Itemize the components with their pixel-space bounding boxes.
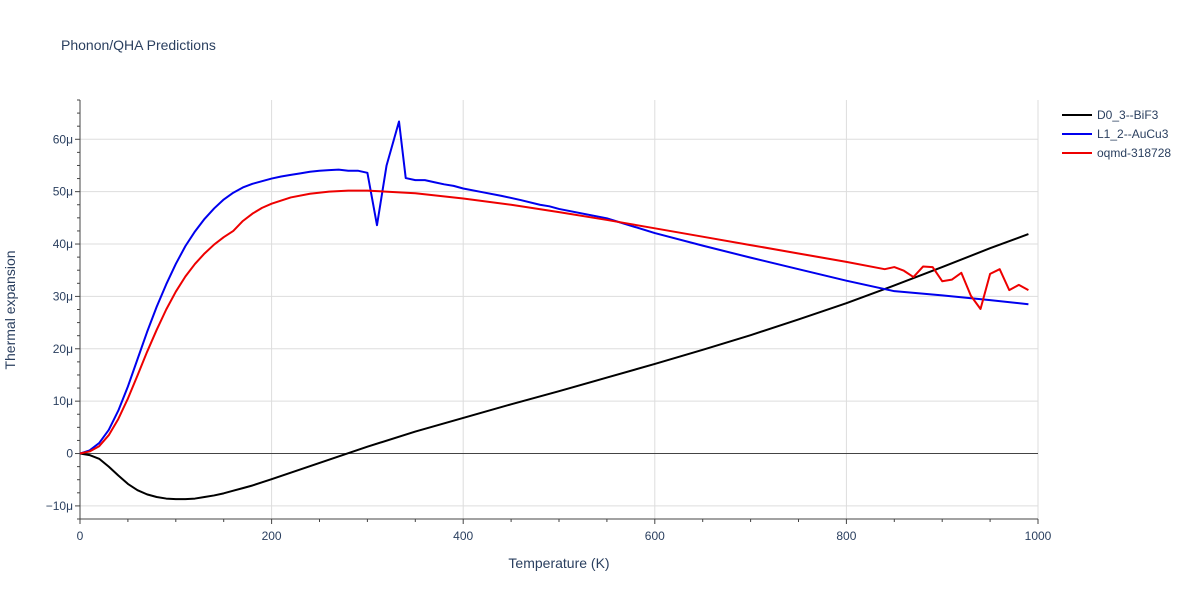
x-tick-label: 200	[262, 529, 282, 543]
x-tick-label: 1000	[1025, 529, 1052, 543]
legend-label-1: D0_3--BiF3	[1097, 108, 1159, 122]
y-axis-title: Thermal expansion	[2, 250, 18, 369]
legend: D0_3--BiF3 L1_2--AuCu3 oqmd-318728	[1062, 108, 1171, 160]
y-tick-label: 20μ	[53, 342, 73, 356]
series-line-2	[79, 120, 1029, 455]
grid	[80, 100, 1039, 519]
x-tick-label: 0	[77, 529, 84, 543]
y-tick-label: −10μ	[46, 499, 73, 513]
series-line-1	[79, 233, 1029, 501]
y-tick-label: 0	[66, 447, 73, 461]
series-lines	[79, 120, 1029, 501]
legend-label-2: L1_2--AuCu3	[1097, 127, 1169, 141]
y-tick-label: 50μ	[53, 185, 73, 199]
x-axis-title: Temperature (K)	[508, 555, 609, 571]
y-tick-label: 30μ	[53, 289, 73, 303]
y-tick-label: 60μ	[53, 132, 73, 146]
x-tick-label: 400	[453, 529, 473, 543]
x-tick-label: 800	[836, 529, 856, 543]
chart-title: Phonon/QHA Predictions	[61, 37, 216, 53]
series-line-3	[79, 189, 1029, 455]
y-tick-label: 10μ	[53, 394, 73, 408]
y-tick-label: 40μ	[53, 237, 73, 251]
legend-label-3: oqmd-318728	[1097, 146, 1171, 160]
x-tick-label: 600	[645, 529, 665, 543]
ticks: 0 200 400 600 800 1000 −10μ 0 10μ 20μ 30μ 40μ 50μ 60μ	[46, 99, 1052, 543]
